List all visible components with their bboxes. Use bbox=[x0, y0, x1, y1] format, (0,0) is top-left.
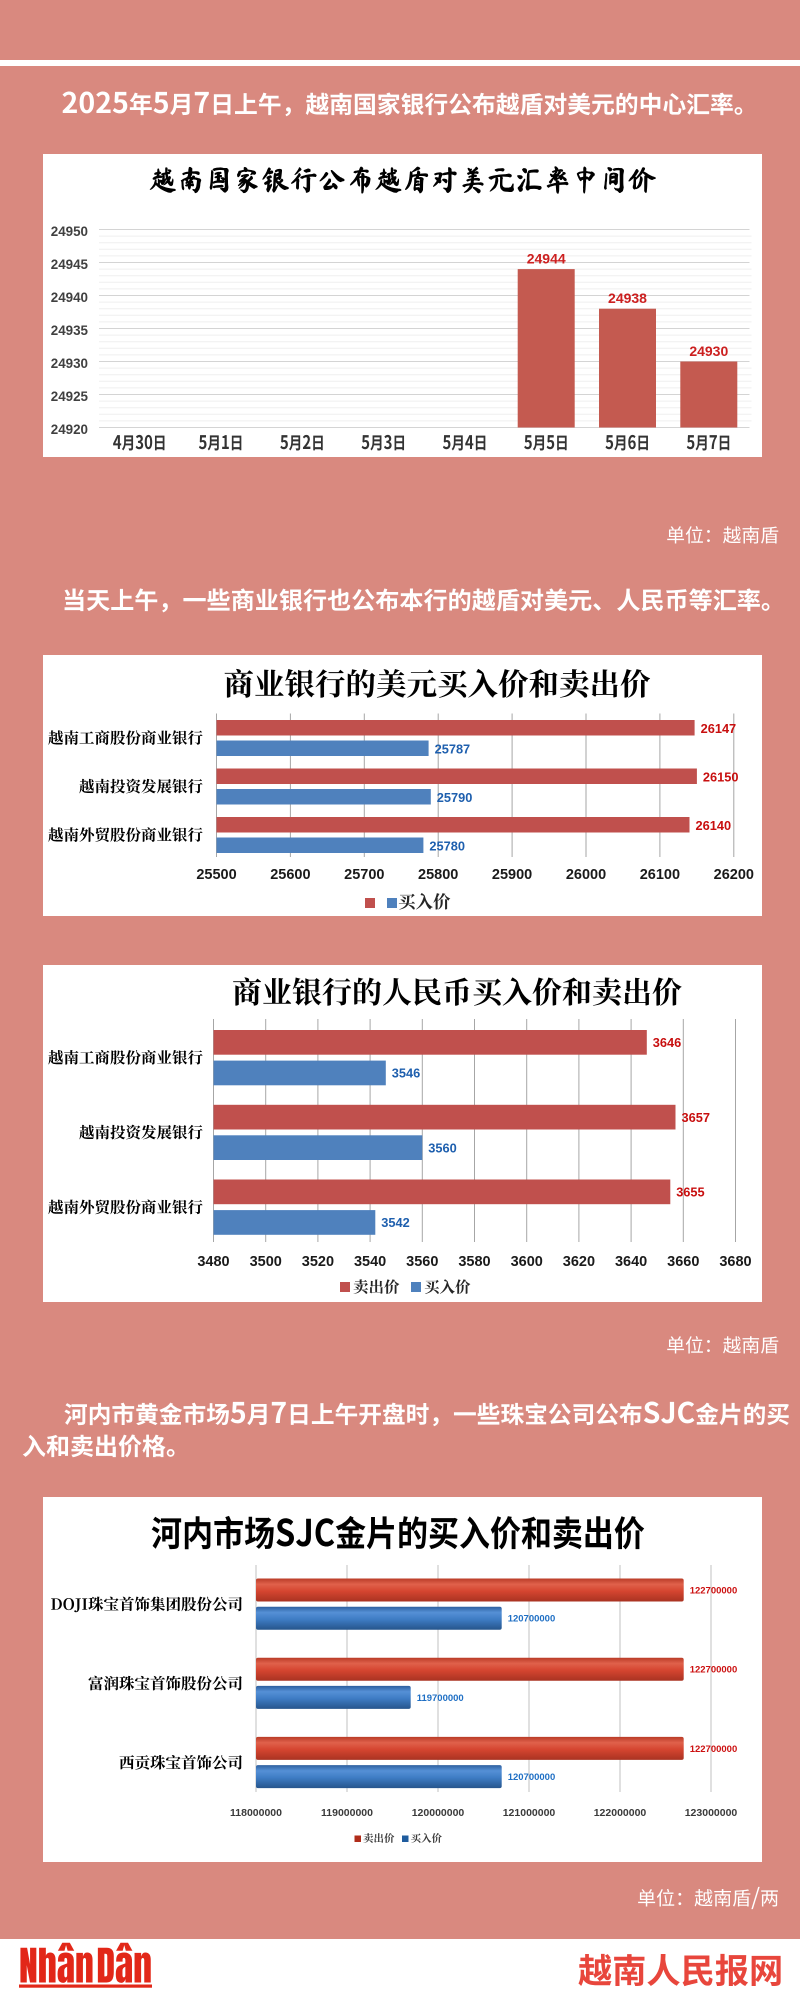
svg-text:24940: 24940 bbox=[51, 290, 88, 305]
svg-text:24945: 24945 bbox=[51, 257, 89, 272]
svg-text:24925: 24925 bbox=[51, 389, 89, 404]
svg-text:3657: 3657 bbox=[682, 1110, 710, 1125]
svg-text:121000000: 121000000 bbox=[503, 1807, 556, 1819]
svg-text:120700000: 120700000 bbox=[508, 1614, 556, 1625]
svg-text:118000000: 118000000 bbox=[230, 1807, 282, 1819]
svg-text:24920: 24920 bbox=[51, 422, 88, 437]
svg-text:123000000: 123000000 bbox=[685, 1807, 738, 1819]
svg-text:120700000: 120700000 bbox=[508, 1772, 556, 1783]
svg-text:119000000: 119000000 bbox=[321, 1807, 373, 1819]
svg-text:24930: 24930 bbox=[51, 356, 88, 371]
svg-text:3640: 3640 bbox=[615, 1254, 647, 1270]
svg-text:26200: 26200 bbox=[714, 867, 754, 883]
svg-text:24944: 24944 bbox=[527, 251, 566, 267]
svg-text:26140: 26140 bbox=[696, 818, 732, 833]
svg-text:26100: 26100 bbox=[640, 867, 680, 883]
svg-text:26000: 26000 bbox=[566, 867, 606, 883]
svg-text:24950: 24950 bbox=[51, 224, 88, 239]
svg-text:3540: 3540 bbox=[354, 1254, 386, 1270]
svg-text:122700000: 122700000 bbox=[690, 1586, 738, 1597]
svg-text:3560: 3560 bbox=[428, 1140, 456, 1155]
svg-text:3680: 3680 bbox=[719, 1254, 751, 1270]
svg-text:25790: 25790 bbox=[437, 790, 473, 805]
svg-text:26150: 26150 bbox=[703, 770, 739, 785]
svg-text:24938: 24938 bbox=[608, 290, 647, 306]
svg-text:3580: 3580 bbox=[458, 1254, 490, 1270]
svg-text:25600: 25600 bbox=[270, 867, 310, 883]
svg-text:25700: 25700 bbox=[344, 867, 384, 883]
svg-text:3560: 3560 bbox=[406, 1254, 438, 1270]
svg-text:25500: 25500 bbox=[196, 867, 236, 883]
svg-text:122000000: 122000000 bbox=[594, 1807, 647, 1819]
svg-text:3660: 3660 bbox=[667, 1254, 699, 1270]
svg-text:3480: 3480 bbox=[197, 1254, 229, 1270]
svg-text:120000000: 120000000 bbox=[412, 1807, 465, 1819]
svg-text:25800: 25800 bbox=[418, 867, 458, 883]
svg-text:3546: 3546 bbox=[392, 1066, 420, 1081]
svg-text:3655: 3655 bbox=[676, 1185, 704, 1200]
svg-text:24935: 24935 bbox=[51, 323, 89, 338]
svg-text:24930: 24930 bbox=[689, 343, 728, 359]
svg-text:3620: 3620 bbox=[563, 1254, 595, 1270]
svg-text:3542: 3542 bbox=[381, 1215, 409, 1230]
svg-text:3646: 3646 bbox=[653, 1035, 681, 1050]
svg-text:3520: 3520 bbox=[302, 1254, 334, 1270]
svg-text:3500: 3500 bbox=[250, 1254, 282, 1270]
svg-text:25900: 25900 bbox=[492, 867, 532, 883]
svg-text:119700000: 119700000 bbox=[417, 1693, 464, 1704]
svg-text:122700000: 122700000 bbox=[690, 1744, 738, 1755]
svg-text:3600: 3600 bbox=[511, 1254, 543, 1270]
svg-text:122700000: 122700000 bbox=[690, 1665, 738, 1676]
svg-text:25787: 25787 bbox=[435, 742, 471, 757]
svg-text:25780: 25780 bbox=[429, 839, 465, 854]
svg-text:26147: 26147 bbox=[701, 721, 737, 736]
